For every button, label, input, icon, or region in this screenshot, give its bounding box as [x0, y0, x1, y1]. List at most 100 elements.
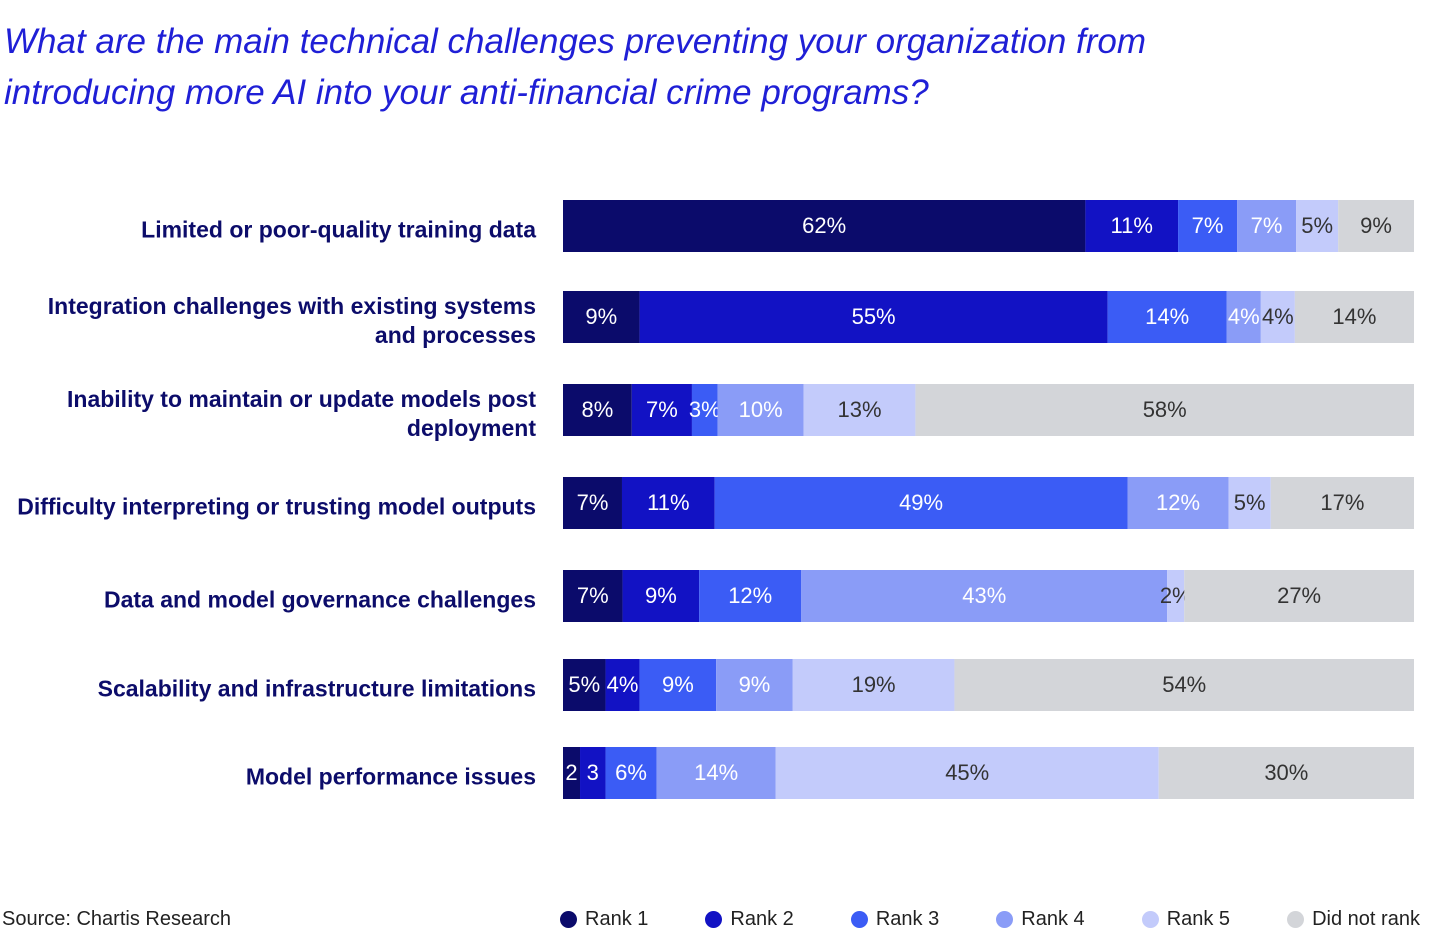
- value-label: 7%: [646, 397, 678, 422]
- legend-item: Did not rank: [1287, 908, 1420, 931]
- bar-segment: [1228, 477, 1271, 529]
- value-label: 8%: [581, 397, 613, 422]
- bar-segment: [639, 659, 717, 711]
- value-label: 5%: [1301, 213, 1333, 238]
- category-label: Limited or poor-quality training data: [141, 216, 536, 243]
- value-label: 5%: [568, 672, 600, 697]
- bar-segment: [605, 747, 657, 799]
- legend-label: Rank 1: [585, 908, 649, 930]
- legend: Rank 1 Rank 2 Rank 3 Rank 4 Rank 5 Did not ra…: [560, 908, 1420, 931]
- value-label: 4%: [1262, 304, 1294, 329]
- value-label: 6%: [615, 760, 647, 785]
- value-label: 58%: [1143, 397, 1187, 422]
- value-label: 55%: [852, 304, 896, 329]
- bar-segment: [801, 570, 1168, 622]
- bar-segment: [714, 477, 1128, 529]
- category-label: Model performance issues: [245, 763, 536, 790]
- bar-segment: [563, 570, 623, 622]
- value-label: 54%: [1162, 672, 1206, 697]
- category-label: Scalability and infrastructure limitatio…: [97, 675, 536, 702]
- bar-segment: [1296, 200, 1339, 252]
- legend-label: Rank 5: [1166, 908, 1231, 930]
- legend-swatch: [560, 911, 577, 928]
- value-label: 12%: [728, 583, 772, 608]
- value-label: 9%: [645, 583, 677, 608]
- legend-item: Rank 3: [850, 908, 939, 931]
- value-label: 4%: [1228, 304, 1260, 329]
- legend-swatch: [1141, 911, 1159, 928]
- bar-segment: [1184, 570, 1414, 622]
- legend-swatch: [996, 911, 1014, 928]
- value-label: 7%: [1251, 213, 1283, 238]
- value-label: 10%: [739, 397, 783, 422]
- legend-item: Rank 5: [1141, 908, 1231, 931]
- bar-segment: [1127, 477, 1229, 529]
- bar-segment: [803, 384, 916, 436]
- category-label: Difficulty interpreting or trusting mode…: [17, 493, 536, 520]
- bar-segment: [563, 747, 581, 799]
- value-label: 7%: [577, 490, 609, 515]
- category-label: Integration challenges with existing sys…: [47, 293, 536, 348]
- bar-segment: [792, 659, 955, 711]
- bar-segment: [699, 570, 802, 622]
- bar-segment: [1338, 200, 1414, 252]
- bar-segment: [775, 747, 1159, 799]
- value-label: 2: [565, 760, 577, 785]
- value-label: 9%: [1360, 213, 1392, 238]
- legend-swatch: [850, 911, 868, 928]
- legend-label: Rank 4: [1021, 908, 1085, 930]
- bar-segment: [1226, 291, 1261, 343]
- bar-segment: [605, 659, 640, 711]
- value-label: 43%: [962, 583, 1006, 608]
- bar-segment: [1158, 747, 1414, 799]
- bar-segment: [1178, 200, 1238, 252]
- value-label: 14%: [1145, 304, 1189, 329]
- legend-item: Rank 2: [705, 908, 794, 931]
- value-label: 5%: [1234, 490, 1266, 515]
- value-label: 27%: [1277, 583, 1321, 608]
- bar-segment: [639, 291, 1108, 343]
- value-label: 14%: [1332, 304, 1376, 329]
- value-label: 14%: [694, 760, 738, 785]
- bar-segment: [1294, 291, 1414, 343]
- value-label: 3: [587, 760, 599, 785]
- bar-segment: [563, 477, 622, 529]
- bar-segment: [631, 384, 692, 436]
- bar-segment: [1260, 291, 1295, 343]
- value-label: 12%: [1156, 490, 1200, 515]
- source: Source: Chartis Research: [2, 908, 231, 930]
- legend-label: Rank 2: [730, 908, 794, 930]
- legend-swatch: [1287, 911, 1305, 928]
- bar-segment: [1237, 200, 1297, 252]
- category-label: Data and model governance challenges: [103, 586, 536, 613]
- bar-segment: [656, 747, 776, 799]
- bar-segment: [563, 384, 632, 436]
- bar-segment: [1085, 200, 1179, 252]
- chart-title: What are the main technical challenges p…: [4, 22, 1147, 112]
- bar-segment: [1167, 570, 1185, 622]
- bar-segment: [691, 384, 718, 436]
- bar-segment: [716, 659, 793, 711]
- legend-item: Rank 1: [560, 908, 648, 931]
- bar-segment: [621, 477, 715, 529]
- bar-segment: [563, 659, 606, 711]
- bar-segment: [954, 659, 1414, 711]
- bar-segment: [1270, 477, 1414, 529]
- value-label: 9%: [662, 672, 694, 697]
- legend-swatch: [705, 911, 723, 928]
- value-label: 7%: [1192, 213, 1224, 238]
- bar-segment: [622, 570, 700, 622]
- value-label: 11%: [1111, 213, 1153, 238]
- legend-label: Did not rank: [1312, 908, 1420, 930]
- bar-segment: [563, 200, 1086, 252]
- value-label: 30%: [1264, 760, 1308, 785]
- value-label: 45%: [945, 760, 989, 785]
- value-label: 17%: [1320, 490, 1364, 515]
- value-label: 19%: [852, 672, 896, 697]
- value-label: 9%: [739, 672, 771, 697]
- value-label: 13%: [838, 397, 882, 422]
- value-label: 4%: [607, 672, 639, 697]
- bar-segment: [563, 291, 640, 343]
- value-label: 3%: [689, 397, 721, 422]
